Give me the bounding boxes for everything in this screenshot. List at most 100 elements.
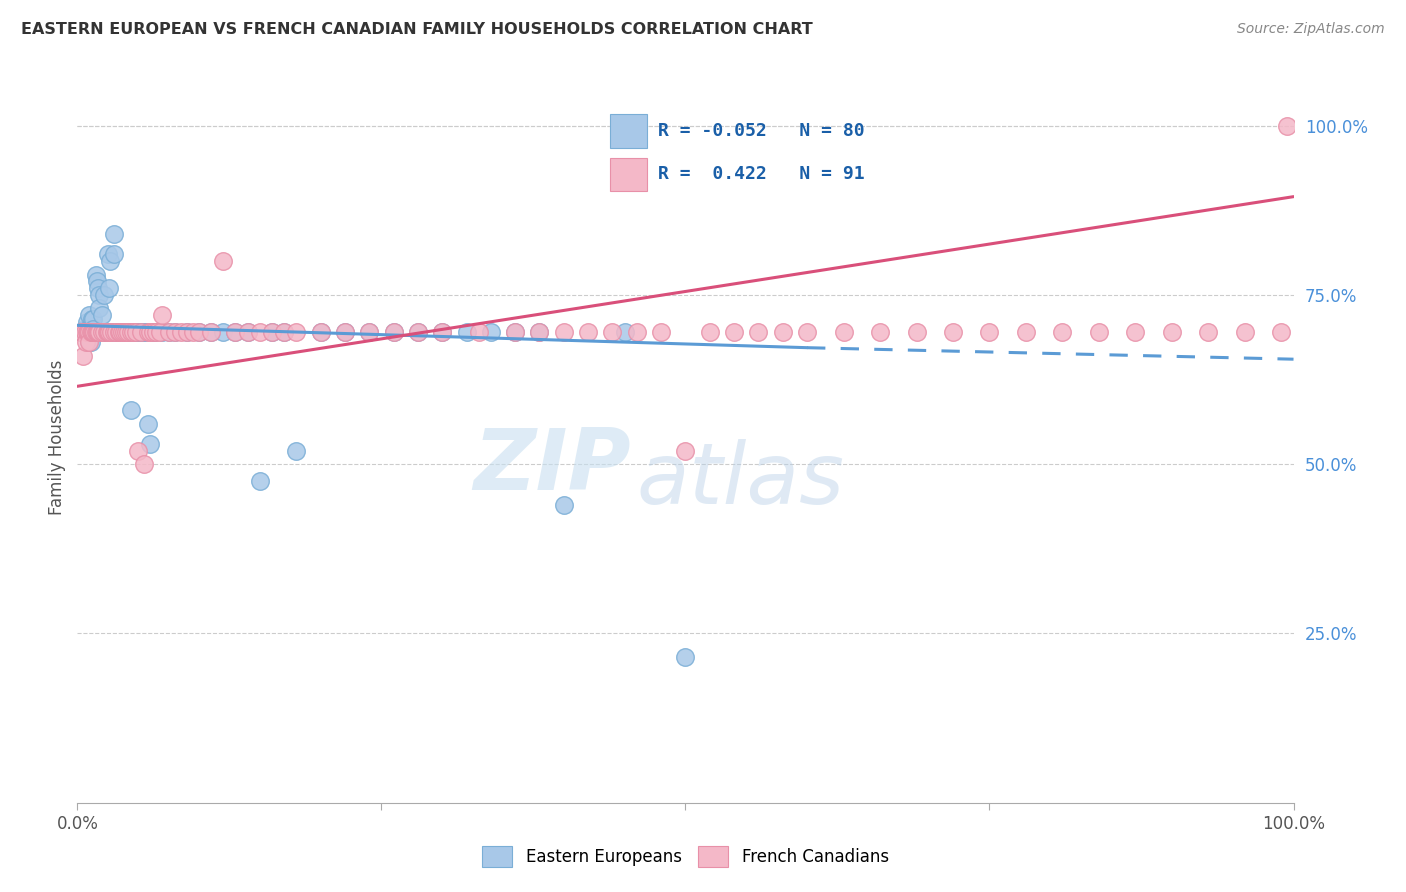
Point xyxy=(79,308,101,322)
Point xyxy=(127,325,149,339)
Point xyxy=(86,274,108,288)
Point xyxy=(90,325,112,339)
Point xyxy=(553,325,575,339)
Point xyxy=(87,325,110,339)
Point xyxy=(224,325,246,339)
Point xyxy=(145,325,167,339)
Point xyxy=(89,288,111,302)
Point xyxy=(107,325,129,339)
Text: Source: ZipAtlas.com: Source: ZipAtlas.com xyxy=(1237,22,1385,37)
Point xyxy=(382,325,405,339)
Point xyxy=(152,325,174,339)
Point xyxy=(79,335,101,350)
Point xyxy=(73,322,96,336)
Point xyxy=(479,325,502,339)
Point xyxy=(626,325,648,339)
Point xyxy=(143,325,166,339)
Point xyxy=(136,417,159,431)
Point xyxy=(529,325,551,339)
Point xyxy=(249,474,271,488)
Point xyxy=(79,325,101,339)
Text: atlas: atlas xyxy=(637,440,845,523)
Point xyxy=(309,325,332,339)
Point xyxy=(456,325,478,339)
Point xyxy=(89,301,111,316)
Point xyxy=(70,325,93,339)
Point xyxy=(70,325,93,339)
Point xyxy=(1088,325,1111,339)
Point xyxy=(979,325,1001,339)
Point xyxy=(79,325,101,339)
Point xyxy=(90,308,112,322)
Point xyxy=(139,325,162,339)
Point xyxy=(70,325,93,339)
Point xyxy=(529,325,551,339)
Point xyxy=(503,325,526,339)
Point xyxy=(134,457,156,471)
Point xyxy=(129,325,152,339)
Point xyxy=(87,281,110,295)
Point xyxy=(200,325,222,339)
Point xyxy=(112,325,135,339)
Point xyxy=(249,325,271,339)
Point xyxy=(188,325,211,339)
Point xyxy=(73,325,96,339)
Point xyxy=(176,325,198,339)
Point xyxy=(142,325,165,339)
Point xyxy=(98,254,121,268)
Point xyxy=(97,281,120,295)
Point xyxy=(80,335,103,350)
Point xyxy=(602,325,624,339)
Point xyxy=(117,325,139,339)
Point xyxy=(212,325,235,339)
Point xyxy=(942,325,965,339)
Point xyxy=(75,335,97,350)
Point xyxy=(157,325,180,339)
Point xyxy=(382,325,405,339)
Point xyxy=(83,325,105,339)
Point xyxy=(181,325,204,339)
Point xyxy=(650,325,672,339)
Point xyxy=(76,315,98,329)
Point xyxy=(75,325,97,339)
Point xyxy=(122,325,145,339)
Point xyxy=(576,325,599,339)
Point xyxy=(111,325,134,339)
Point xyxy=(553,498,575,512)
Point xyxy=(285,325,308,339)
Point xyxy=(613,325,636,339)
Point xyxy=(93,288,115,302)
Point xyxy=(125,325,148,339)
Legend: Eastern Europeans, French Canadians: Eastern Europeans, French Canadians xyxy=(474,838,897,875)
Point xyxy=(699,325,721,339)
Point xyxy=(77,325,100,339)
FancyBboxPatch shape xyxy=(610,158,647,191)
Point xyxy=(70,325,93,339)
Point xyxy=(796,325,818,339)
Text: ZIP: ZIP xyxy=(472,425,631,508)
Point xyxy=(236,325,259,339)
Text: R = -0.052   N = 80: R = -0.052 N = 80 xyxy=(658,122,865,140)
Point xyxy=(170,325,193,339)
Point xyxy=(163,325,186,339)
Point xyxy=(107,325,129,339)
Point xyxy=(273,325,295,339)
Point xyxy=(134,325,156,339)
Point xyxy=(77,325,100,339)
Point xyxy=(273,325,295,339)
Point xyxy=(747,325,769,339)
Point xyxy=(112,325,135,339)
Point xyxy=(89,325,111,339)
Text: EASTERN EUROPEAN VS FRENCH CANADIAN FAMILY HOUSEHOLDS CORRELATION CHART: EASTERN EUROPEAN VS FRENCH CANADIAN FAMI… xyxy=(21,22,813,37)
Point xyxy=(129,325,152,339)
Point xyxy=(260,325,283,339)
Point xyxy=(359,325,381,339)
Point xyxy=(675,443,697,458)
Point xyxy=(117,325,139,339)
Point xyxy=(1161,325,1184,339)
Point xyxy=(467,325,489,339)
Point xyxy=(905,325,928,339)
Point xyxy=(115,325,138,339)
Point xyxy=(82,311,104,326)
Point xyxy=(1052,325,1074,339)
